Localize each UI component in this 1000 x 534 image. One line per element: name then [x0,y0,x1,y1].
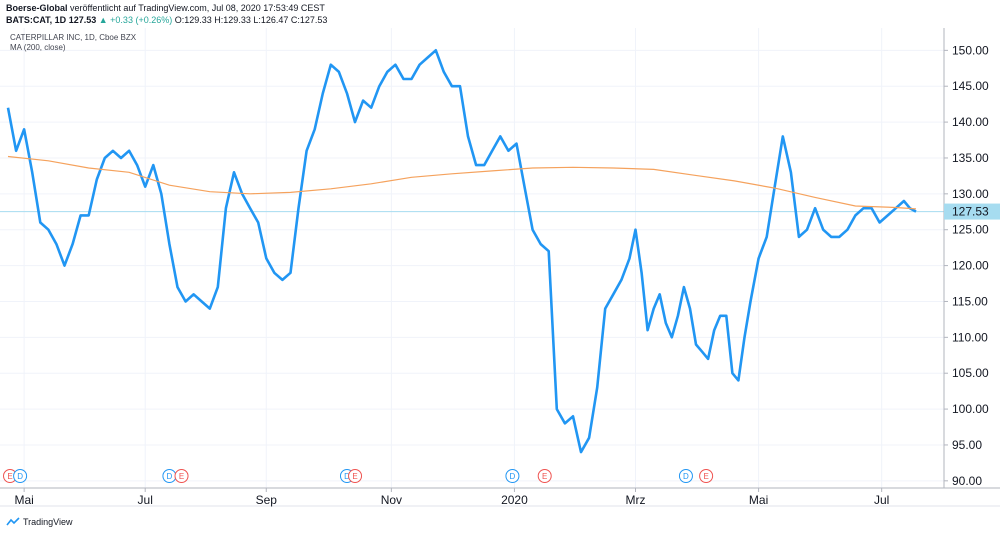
dividend-marker-label: D [17,472,23,481]
last-price-badge [944,203,1000,220]
y-tick-label: 100.00 [952,402,989,416]
low-value: 126.47 [260,15,289,25]
dividend-marker-label: D [167,472,173,481]
change-arrow-icon: ▲ [98,15,108,25]
time-axis[interactable]: Mai Jul Sep Nov 2020 Mrz Mai Jul [0,487,1000,507]
x-tick-label: Jul [138,493,153,507]
x-tick-label: Sep [256,493,278,507]
close-value: 127.53 [299,15,328,25]
symbol-legend[interactable]: CATERPILLAR INC, 1D, Cboe BZX [10,33,137,42]
y-tick-label: 140.00 [952,115,989,129]
quote-line: BATS:CAT, 1D 127.53 ▲ +0.33 (+0.26%) O:1… [6,15,327,25]
high-label: H: [214,15,224,25]
y-tick-label: 115.00 [952,294,988,308]
y-tick-label: 145.00 [952,79,989,93]
chart-background [0,28,1000,514]
earnings-marker-label: E [352,472,357,481]
x-tick-label: Nov [381,493,402,507]
earnings-marker-icon[interactable] [174,469,189,483]
grid-lines [0,28,944,488]
x-tick-label: Mai [14,493,33,507]
low-label: L: [253,15,261,25]
y-tick-label: 90.00 [952,474,982,488]
close-label: C: [290,15,300,25]
earnings-marker-icon[interactable] [537,469,552,483]
y-tick-label: 105.00 [952,366,989,380]
y-tick-label: 150.00 [952,43,989,57]
dividend-marker-icon[interactable] [13,469,28,483]
y-tick-label: 135.00 [952,151,989,165]
y-tick-label: 125.00 [952,223,989,237]
indicator-legend[interactable]: MA (200, close) [10,43,66,52]
x-tick-label: 2020 [501,493,528,507]
y-tick-label: 95.00 [952,438,982,452]
x-tick-label: Jul [874,493,889,507]
footer: TradingView [6,517,73,527]
earnings-marker-label: E [7,472,12,481]
open-value: 129.33 [184,15,212,25]
earnings-marker-label: E [179,472,184,481]
tradingview-logo-icon [6,517,20,526]
footer-brand: TradingView [23,517,73,527]
price-line [6,48,917,454]
high-value: 129.33 [223,15,251,25]
dividend-marker-icon[interactable] [678,469,693,483]
earnings-marker-label: E [703,472,708,481]
x-tick-label: Mrz [626,493,646,507]
earnings-marker-label: E [542,472,547,481]
y-tick-label: 120.00 [952,259,989,273]
dividend-marker-label: D [510,472,516,481]
earnings-marker-icon[interactable] [348,469,363,483]
publisher-name: Boerse-Global [6,3,68,13]
ticker-label: BATS:CAT, 1D [6,15,67,25]
x-tick-label: Mai [749,493,768,507]
publisher-line: Boerse-Global veröffentlicht auf Trading… [6,3,325,13]
y-tick-label: 110.00 [952,330,988,344]
series-lines [0,48,944,454]
y-tick-label: 130.00 [952,187,989,201]
last-price-badge-label: 127.53 [952,205,989,219]
publish-info: veröffentlicht auf TradingView.com, Jul … [67,3,325,13]
last-price: 127.53 [68,15,97,25]
earnings-marker-icon[interactable] [699,469,714,483]
ma-200-line [7,155,917,210]
dividend-marker-label: D [683,472,689,481]
dividend-marker-icon[interactable] [505,469,520,483]
price-change: +0.33 (+0.26%) [110,15,173,25]
dividend-marker-label: D [344,472,350,481]
price-axis[interactable]: 150.00 145.00 140.00 135.00 130.00 125.00 120.… [943,28,1000,488]
open-label: O: [174,15,185,25]
